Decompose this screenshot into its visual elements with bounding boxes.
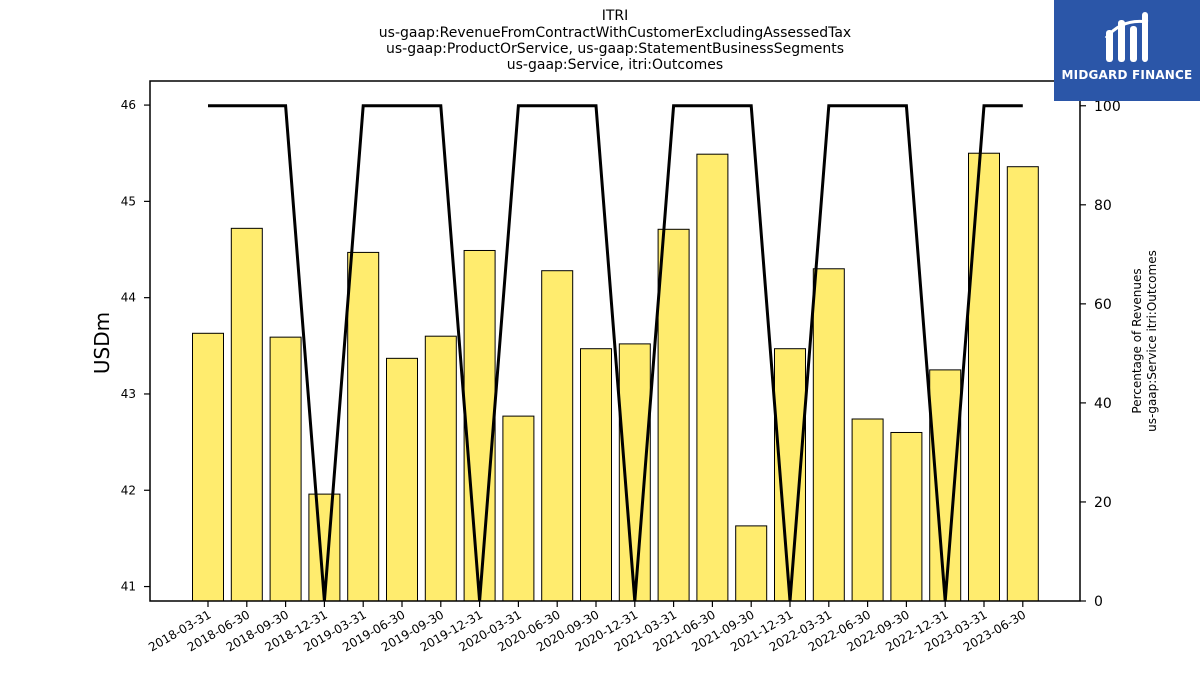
chart-title-line-1: ITRI	[602, 8, 629, 24]
bar-2018-06-30	[230, 227, 263, 602]
right-y-axis: 0 20 40 60 80 100	[1080, 99, 1121, 610]
bar-2023-06-30	[1006, 166, 1039, 602]
bar-2019-12-31	[463, 249, 496, 602]
bar-2019-09-30	[424, 335, 457, 602]
chart-title: ITRI us-gaap:RevenueFromContractWithCust…	[379, 8, 851, 73]
left-y-tick-label: 44	[121, 291, 136, 305]
left-y-tick-label: 43	[121, 387, 136, 401]
bar-2021-09-30	[735, 525, 768, 602]
left-axis-label: USDm	[90, 312, 114, 374]
brand-logo: MIDGARD FINANCE	[1054, 0, 1200, 101]
bar-2018-09-30	[269, 336, 302, 602]
bar-2020-06-30	[541, 270, 574, 602]
right-y-tick-label: 20	[1094, 495, 1112, 511]
chart-title-line-3: us-gaap:ProductOrService, us-gaap:Statem…	[386, 41, 844, 57]
line-series	[208, 104, 1023, 602]
bar-2022-06-30	[851, 418, 884, 602]
bar-2023-03-31	[968, 152, 1000, 602]
logo-mark-icon	[1104, 12, 1149, 62]
left-y-tick-label: 46	[121, 98, 136, 112]
right-y-tick-label: 60	[1094, 297, 1112, 313]
percentage-line	[208, 104, 1023, 602]
right-axis-label-line-2: us-gaap:Service itri:Outcomes	[1145, 250, 1159, 432]
bar-series	[192, 152, 1039, 602]
bar-2022-03-31	[812, 268, 845, 602]
bar-2019-03-31	[347, 251, 380, 602]
left-y-axis: 41 42 43 44 45 46	[121, 98, 150, 594]
bar-2021-03-31	[657, 228, 690, 602]
right-axis-label: Percentage of Revenues us-gaap:Service i…	[1130, 250, 1159, 432]
right-y-tick-label: 40	[1094, 396, 1112, 412]
bar-2021-06-30	[696, 153, 729, 602]
right-axis-label-line-1: Percentage of Revenues	[1130, 268, 1144, 413]
left-y-tick-label: 41	[121, 580, 136, 594]
x-axis: 2018-03-312018-06-302018-09-302018-12-31…	[146, 601, 1028, 654]
left-y-tick-label: 45	[121, 194, 136, 208]
bar-2020-09-30	[580, 348, 612, 602]
bar-2018-03-31	[192, 332, 224, 602]
chart-title-line-2: us-gaap:RevenueFromContractWithCustomerE…	[379, 25, 851, 41]
bar-2022-09-30	[890, 431, 923, 602]
bar-2022-12-31	[929, 369, 962, 602]
bar-2019-06-30	[386, 357, 418, 602]
bar-2020-03-31	[502, 415, 535, 602]
left-y-tick-label: 42	[121, 483, 136, 497]
chart-title-line-4: us-gaap:Service, itri:Outcomes	[507, 57, 723, 73]
logo-text: MIDGARD FINANCE	[1061, 68, 1193, 82]
plot-frame	[149, 80, 1081, 602]
right-y-tick-label: 100	[1094, 99, 1121, 115]
right-y-tick-label: 80	[1094, 198, 1112, 214]
right-y-tick-label: 0	[1094, 594, 1103, 610]
